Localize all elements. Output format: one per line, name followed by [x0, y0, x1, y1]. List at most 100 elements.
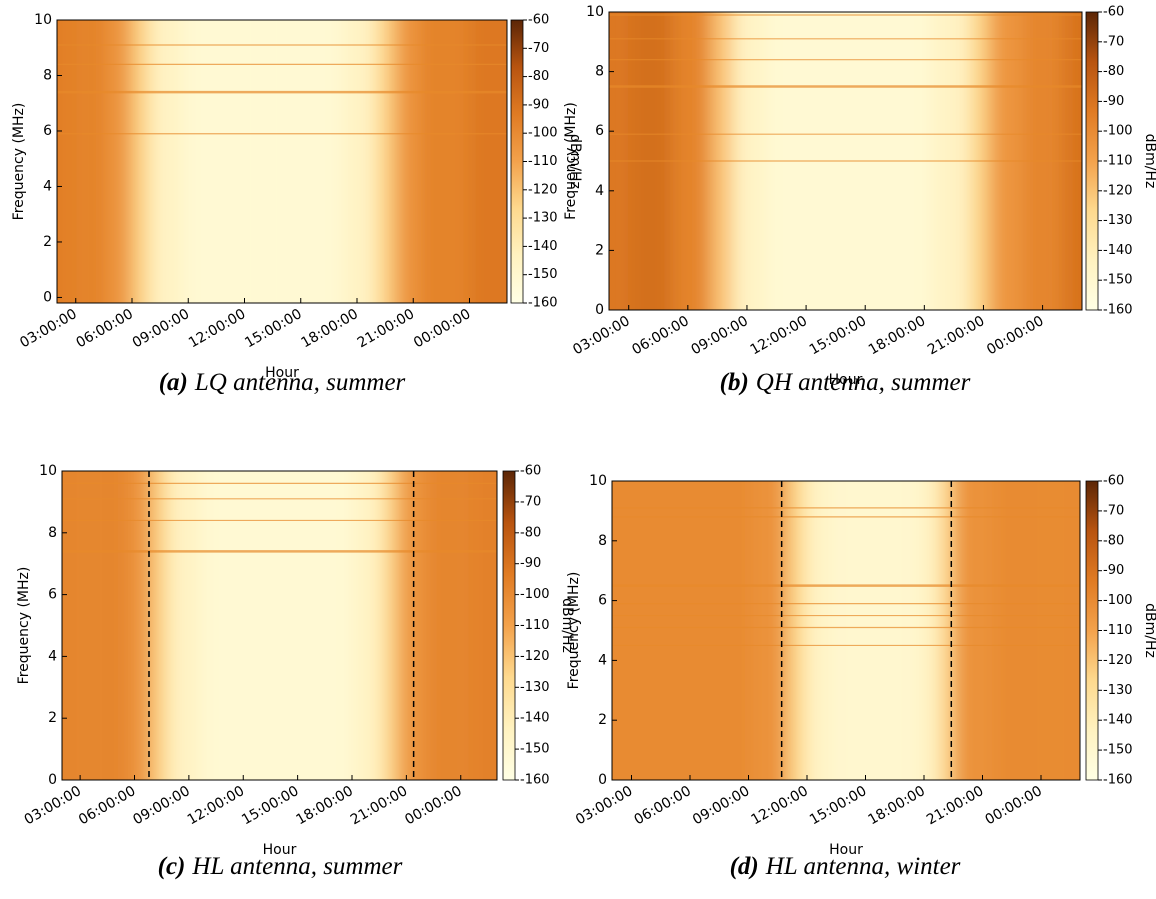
- plot-frame: [608, 11, 1083, 311]
- heatmap-column: [129, 471, 152, 780]
- caption-text: HL antenna, summer: [191, 853, 402, 880]
- colorbar: [1085, 480, 1099, 781]
- y-tick-label: 8: [595, 64, 604, 80]
- colorbar-tick-label: -80: [1103, 533, 1124, 548]
- colorbar-label: dBm/Hz: [1142, 134, 1156, 189]
- colorbar-tick-label: -160: [1103, 773, 1133, 788]
- colorbar-tick-label: -110: [528, 154, 558, 169]
- colorbar-tick-label: -150: [520, 742, 550, 757]
- heatmap-column: [764, 12, 846, 310]
- heatmap-column: [670, 481, 754, 780]
- colorbar-tick-label: -130: [528, 211, 558, 226]
- x-tick-label: 18:00:00: [294, 783, 356, 828]
- colorbar-tick-label: -150: [1103, 743, 1133, 758]
- y-tick-label: 6: [48, 587, 57, 603]
- colorbar-tick-label: -80: [1103, 64, 1124, 79]
- x-tick-label: 12:00:00: [185, 783, 247, 828]
- colorbar-tick-label: -150: [528, 267, 558, 282]
- colorbar-tick-label: -70: [520, 494, 541, 509]
- panel: 024681003:00:0006:00:0009:00:0012:00:001…: [16, 463, 575, 880]
- x-tick-label: 21:00:00: [925, 313, 987, 358]
- panel: 024681003:00:0006:00:0009:00:0012:00:001…: [566, 473, 1156, 880]
- colorbar-tick-label: -120: [1103, 183, 1133, 198]
- heatmap-column: [375, 20, 395, 303]
- x-tick-label: 09:00:00: [688, 313, 750, 358]
- plot-frame: [61, 470, 498, 781]
- x-tick-label: 06:00:00: [76, 783, 138, 828]
- y-tick-label: 2: [48, 710, 57, 726]
- heatmap-column: [57, 20, 76, 303]
- heatmap-column: [753, 481, 787, 780]
- colorbar: [502, 470, 516, 781]
- heatmap: [612, 481, 1080, 780]
- colorbar-label: dBm/Hz: [567, 134, 583, 189]
- y-axis-label: Frequency (MHz): [566, 572, 582, 690]
- y-tick-label: 10: [586, 4, 604, 20]
- heatmap-column: [1050, 481, 1080, 780]
- x-tick-label: 15:00:00: [239, 783, 301, 828]
- colorbar-tick-label: -90: [520, 556, 541, 571]
- y-axis-label: Frequency (MHz): [16, 567, 32, 685]
- heatmap: [609, 12, 1082, 310]
- y-tick-label: 8: [48, 525, 57, 541]
- y-tick-label: 6: [598, 593, 607, 609]
- plot-frame: [56, 19, 508, 304]
- x-tick-label: 00:00:00: [983, 783, 1045, 828]
- heatmap-column: [398, 471, 425, 780]
- heatmap-column: [673, 12, 711, 310]
- x-tick-label: 06:00:00: [632, 783, 694, 828]
- y-tick-label: 0: [48, 772, 57, 788]
- heatmap-column: [353, 471, 382, 780]
- colorbar-tick-label: -70: [1103, 503, 1124, 518]
- colorbar-tick-label: -140: [528, 239, 558, 254]
- heatmap-column: [938, 481, 955, 780]
- colorbar: [1085, 11, 1099, 311]
- colorbar-tick-label: -80: [520, 525, 541, 540]
- heatmap-column: [989, 12, 1021, 310]
- y-tick-label: 2: [595, 242, 604, 258]
- heatmap-column: [417, 20, 470, 303]
- heatmap-column: [381, 471, 399, 780]
- caption-label: (c): [158, 853, 186, 880]
- heatmap-column: [201, 471, 280, 780]
- x-tick-label: 03:00:00: [570, 313, 632, 358]
- colorbar: [510, 19, 524, 304]
- x-axis-label: Hour: [265, 365, 299, 381]
- y-tick-label: 4: [598, 652, 607, 668]
- x-tick-label: 03:00:00: [573, 783, 635, 828]
- colorbar-tick-label: -90: [528, 97, 549, 112]
- x-tick-label: 06:00:00: [74, 306, 136, 351]
- heatmap-column: [89, 471, 130, 780]
- x-tick-label: 15:00:00: [807, 783, 869, 828]
- colorbar-tick-label: -70: [528, 41, 549, 56]
- heatmap-cells: [609, 12, 1082, 310]
- caption-label: (d): [730, 853, 759, 880]
- heatmap: [62, 471, 497, 780]
- heatmap-column: [612, 481, 671, 780]
- heatmap-column: [918, 481, 939, 780]
- heatmap-column: [263, 20, 343, 303]
- x-tick-label: 06:00:00: [629, 313, 691, 358]
- colorbar-tick-label: -60: [1103, 5, 1124, 20]
- colorbar-tick-label: -120: [1103, 653, 1133, 668]
- heatmap-column: [62, 471, 90, 780]
- x-tick-label: 09:00:00: [130, 306, 192, 351]
- y-tick-label: 0: [595, 302, 604, 318]
- heatmap-column: [733, 12, 765, 310]
- colorbar-tick-label: -160: [520, 773, 550, 788]
- caption-label: (b): [720, 369, 749, 396]
- colorbar-tick-label: -110: [1103, 623, 1133, 638]
- colorbar-tick-label: -160: [1103, 303, 1133, 318]
- colorbar-label: dBm/Hz: [1142, 603, 1156, 658]
- x-tick-label: 12:00:00: [186, 306, 248, 351]
- colorbar-tick-label: -60: [528, 13, 549, 28]
- caption-text: QH antenna, summer: [756, 369, 971, 396]
- colorbar-tick-label: -100: [520, 587, 550, 602]
- heatmap-column: [279, 471, 354, 780]
- heatmap-column: [830, 481, 876, 780]
- heatmap-column: [75, 20, 109, 303]
- heatmap-column: [875, 481, 919, 780]
- heatmap-column: [132, 20, 151, 303]
- heatmap-column: [932, 12, 970, 310]
- y-tick-label: 6: [595, 123, 604, 139]
